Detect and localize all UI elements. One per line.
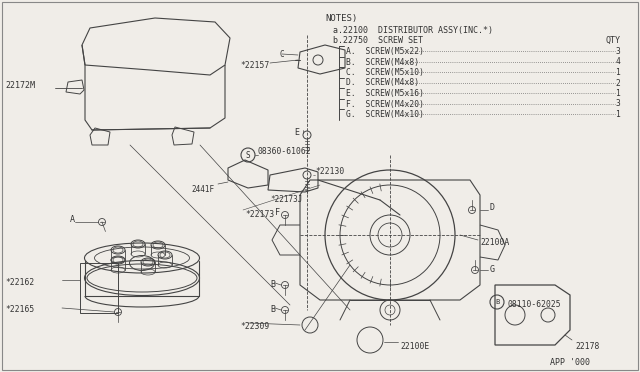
Text: A: A — [70, 215, 75, 224]
Text: b.22750  SCREW SET: b.22750 SCREW SET — [333, 36, 423, 45]
Text: D.  SCREW(M4x8): D. SCREW(M4x8) — [346, 78, 419, 87]
Text: F: F — [275, 208, 280, 217]
Text: *22173: *22173 — [245, 210, 275, 219]
Text: G.  SCREW(M4x10): G. SCREW(M4x10) — [346, 110, 424, 119]
Bar — [80, 263, 118, 313]
Text: S: S — [246, 151, 250, 160]
Text: *22309: *22309 — [240, 322, 269, 331]
Text: A.  SCREW(M5x22): A. SCREW(M5x22) — [346, 47, 424, 56]
Text: 2: 2 — [615, 78, 620, 87]
Text: *22162: *22162 — [5, 278, 35, 287]
Text: D: D — [490, 202, 495, 212]
Text: E: E — [294, 128, 300, 137]
Text: G: G — [490, 266, 495, 275]
Text: F.  SCREW(M4x20): F. SCREW(M4x20) — [346, 99, 424, 109]
Text: 22172M: 22172M — [5, 80, 35, 90]
Text: B: B — [270, 280, 275, 289]
Text: C.  SCREW(M5x10): C. SCREW(M5x10) — [346, 68, 424, 77]
Text: *22130: *22130 — [315, 167, 344, 176]
Text: C: C — [280, 50, 284, 59]
Text: APP '000: APP '000 — [550, 358, 590, 367]
Text: NOTES): NOTES) — [325, 14, 357, 23]
Text: *22165: *22165 — [5, 305, 35, 314]
Text: 2441F: 2441F — [192, 185, 215, 194]
Text: 08110-62025: 08110-62025 — [507, 300, 561, 309]
Text: *22157: *22157 — [241, 61, 270, 70]
Text: 1: 1 — [615, 110, 620, 119]
Text: E.  SCREW(M5x16): E. SCREW(M5x16) — [346, 89, 424, 98]
Text: 4: 4 — [615, 58, 620, 67]
Text: 1: 1 — [615, 89, 620, 98]
Text: 22178: 22178 — [575, 342, 600, 351]
Text: 08360-61062: 08360-61062 — [258, 148, 312, 157]
Text: QTY: QTY — [605, 36, 620, 45]
Text: 22100A: 22100A — [480, 238, 509, 247]
Text: 22100E: 22100E — [400, 342, 429, 351]
Text: B: B — [270, 305, 275, 314]
Text: a.22100  DISTRIBUTOR ASSY(INC.*): a.22100 DISTRIBUTOR ASSY(INC.*) — [333, 26, 493, 35]
Text: B: B — [495, 299, 499, 305]
Text: B.  SCREW(M4x8): B. SCREW(M4x8) — [346, 58, 419, 67]
Text: *22173J: *22173J — [270, 195, 302, 204]
Text: 3: 3 — [615, 47, 620, 56]
Text: 3: 3 — [615, 99, 620, 109]
Text: 1: 1 — [615, 68, 620, 77]
